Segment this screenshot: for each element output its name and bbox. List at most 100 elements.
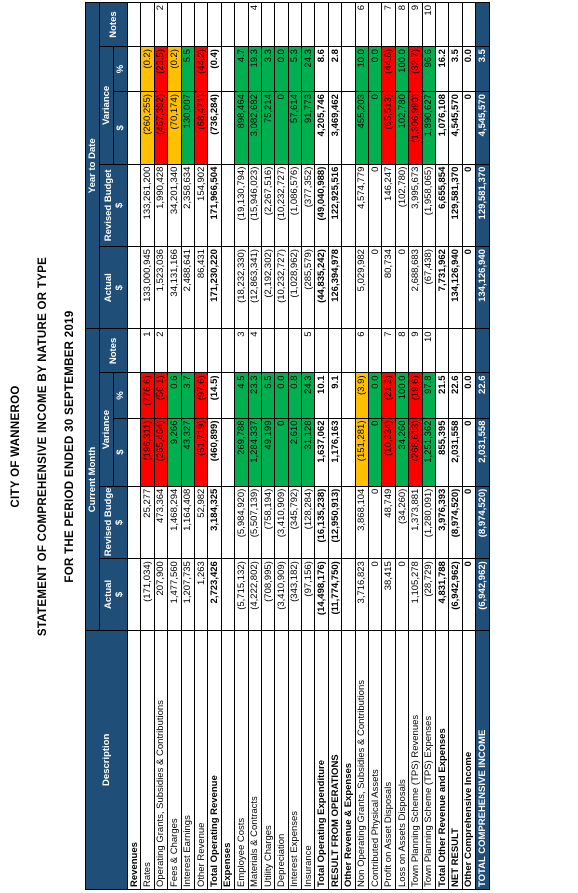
- cell-cm-variance: 2,031,558: [448, 418, 463, 487]
- cell-cm-note: [274, 328, 289, 373]
- cell-cm-note: 5: [301, 328, 315, 373]
- cell-ytd-budget: (19,130,794): [234, 164, 249, 247]
- cell-ytd-note: 7: [381, 2, 396, 47]
- income-statement-table: Description Current Month Year to Date A…: [85, 2, 490, 890]
- cell-cm-actual: (6,942,962): [448, 558, 463, 631]
- cell-cm-actual: [221, 558, 235, 631]
- cell-ytd-actual: [127, 246, 141, 329]
- cell-ytd-variance-pct: 96.6: [422, 46, 436, 92]
- cell-cm-actual: 0: [395, 558, 409, 631]
- cell-ytd-actual: (12,863,341): [248, 246, 262, 329]
- cell-cm-variance: 49,199: [261, 418, 275, 487]
- cell-cm-actual: 0: [368, 558, 382, 631]
- table-row: Non Operating Grants, Subsidies & Contri…: [355, 2, 369, 890]
- cell-ytd-variance: [221, 91, 235, 165]
- cell-ytd-variance: 4,545,570: [448, 91, 463, 165]
- cell-cm-budget: 25,277: [140, 486, 155, 559]
- statement-title: STATEMENT OF COMPREHENSIVE INCOME BY NAT…: [37, 256, 49, 637]
- cell-ytd-note: [288, 2, 302, 47]
- cell-ytd-variance: [341, 91, 356, 165]
- cell-ytd-actual: (10,232,727): [274, 246, 289, 329]
- table-row: Insurance (97,156) (128,284) 31,128 24.3 5 (28…: [301, 2, 315, 890]
- cell-cm-note: 10: [422, 328, 436, 373]
- cell-ytd-note: 8: [395, 2, 409, 47]
- cell-ytd-note: [448, 2, 463, 47]
- col-header-description: Description: [85, 630, 128, 890]
- cell-cm-actual: 4,831,788: [435, 558, 449, 631]
- cell-ytd-variance-pct: 5.3: [288, 46, 302, 92]
- report-titles: CITY OF WANNEROO STATEMENT OF COMPREHENS…: [6, 0, 87, 893]
- cell-cm-variance: 1,176,163: [328, 418, 342, 487]
- row-description: Rates: [140, 630, 155, 890]
- cell-ytd-variance: 130,007: [181, 91, 195, 165]
- cell-cm-actual: 1,477,560: [167, 558, 182, 631]
- cell-ytd-variance: (467,392): [154, 91, 168, 165]
- col-header-ytd-actual: Actual $: [99, 246, 128, 329]
- cell-cm-variance-pct: 0.0: [368, 372, 382, 419]
- row-description: Loss on Assets Disposals: [395, 630, 409, 890]
- cell-ytd-budget: [127, 164, 141, 247]
- total-row: Total Operating Revenue 2,723,426 3,184,32…: [207, 2, 222, 890]
- cell-cm-variance-pct: (21.2): [381, 372, 396, 419]
- cell-ytd-actual: (44,835,242): [314, 246, 329, 329]
- cell-ytd-variance-pct: (44.8): [381, 46, 396, 92]
- table-row: Materials & Contracts (4,222,802) (5,507,1…: [248, 2, 262, 890]
- cell-ytd-variance-pct: (44.2): [194, 46, 208, 92]
- row-description: Other Revenue & Expenses: [341, 630, 356, 890]
- total-row: Total Operating Expenditure (14,498,176)(…: [314, 2, 329, 890]
- row-description: Total Other Revenue and Expenses: [435, 630, 449, 890]
- cell-ytd-note: [435, 2, 449, 47]
- cell-ytd-variance-pct: 10.0: [355, 46, 369, 92]
- cell-cm-note: 4: [248, 328, 262, 373]
- table-row: Fees & Charges 1,477,560 1,468,294 9,266 0.6…: [167, 2, 182, 890]
- table-row: Loss on Assets Disposals 0 (34,260) 34,260 1…: [395, 2, 409, 890]
- cell-ytd-actual: 171,230,220: [207, 246, 222, 329]
- cell-ytd-actual: 134,126,940: [475, 246, 490, 329]
- row-description: TOTAL COMPREHENSIVE INCOME: [475, 630, 490, 890]
- cell-ytd-variance-pct: 0.0: [368, 46, 382, 92]
- cell-cm-variance-pct: 0.8: [288, 372, 302, 419]
- cell-ytd-variance-pct: [127, 46, 141, 92]
- cell-cm-variance: 43,327: [181, 418, 195, 487]
- cell-ytd-variance: (260,255): [140, 91, 155, 165]
- cell-ytd-variance-pct: [341, 46, 356, 92]
- table-row: Contributed Physical Assets 0 0 0 0.0 0 0 0 0.0: [368, 2, 382, 890]
- cell-ytd-budget: 171,966,504: [207, 164, 222, 247]
- cell-ytd-actual: 1,523,036: [154, 246, 168, 329]
- cell-cm-variance: 31,128: [301, 418, 315, 487]
- row-description: Interest Expenses: [288, 630, 302, 890]
- row-description: Depreciation: [274, 630, 289, 890]
- cell-cm-variance-pct: 0.0: [274, 372, 289, 419]
- cell-ytd-budget: 146,247: [381, 164, 396, 247]
- cell-cm-variance-pct: 23.3: [248, 372, 262, 419]
- cell-cm-actual: (5,715,132): [234, 558, 249, 631]
- cell-ytd-variance-pct: 0.0: [462, 46, 476, 92]
- cell-ytd-note: [234, 2, 249, 47]
- cell-cm-budget: (1,280,091): [422, 486, 436, 559]
- row-description: Interest Earnings: [181, 630, 195, 890]
- cell-cm-variance: 0: [274, 418, 289, 487]
- cell-cm-note: [261, 328, 275, 373]
- cell-cm-budget: (3,410,909): [274, 486, 289, 559]
- cell-ytd-note: 2: [154, 2, 168, 47]
- col-header-current-month: Current Month: [85, 328, 100, 631]
- cell-ytd-actual: [221, 246, 235, 329]
- cell-ytd-budget: 133,261,200: [140, 164, 155, 247]
- period-title: FOR THE PERIOD ENDED 30 SEPTEMBER 2019: [64, 310, 76, 583]
- col-header-ytd-budget: Revised Budget $: [99, 164, 128, 247]
- cell-ytd-variance: (736,284): [207, 91, 222, 165]
- cell-cm-actual: 3,716,823: [355, 558, 369, 631]
- cell-cm-variance-pct: 0.0: [462, 372, 476, 419]
- row-description: Materials & Contracts: [248, 630, 262, 890]
- cell-ytd-variance-pct: 3.3: [261, 46, 275, 92]
- col-header-cm-budget: Revised Budget $: [99, 486, 128, 559]
- cell-ytd-variance: (68,471): [194, 91, 208, 165]
- cell-cm-note: 3: [234, 328, 249, 373]
- cell-cm-variance-pct: 21.5: [435, 372, 449, 419]
- cell-cm-variance: [221, 418, 235, 487]
- cell-ytd-actual: (18,232,330): [234, 246, 249, 329]
- cell-cm-note: [462, 328, 476, 373]
- row-description: Employee Costs: [234, 630, 249, 890]
- cell-cm-variance-pct: [127, 372, 141, 419]
- table-row: Employee Costs (5,715,132) (5,984,920) 269,…: [234, 2, 249, 890]
